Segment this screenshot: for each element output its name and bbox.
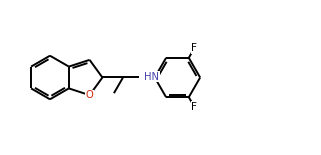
Text: F: F: [191, 43, 197, 53]
Text: F: F: [191, 102, 197, 112]
Text: HN: HN: [144, 72, 159, 82]
Text: O: O: [86, 90, 93, 100]
